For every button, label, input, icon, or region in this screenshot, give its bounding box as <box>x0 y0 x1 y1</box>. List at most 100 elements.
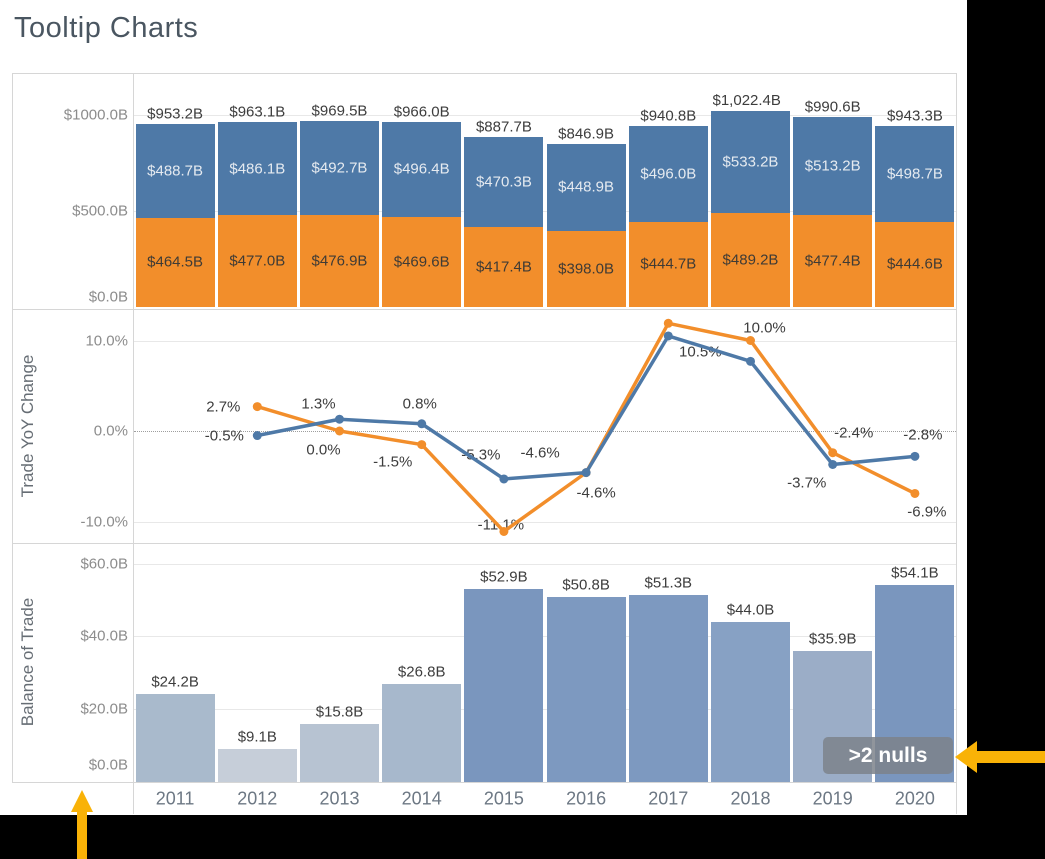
stacked-bar-total-label: $990.6B <box>804 98 861 116</box>
stacked-bar-total-label: $846.9B <box>558 125 615 143</box>
segment-value-label: $488.7B <box>147 162 204 180</box>
gridline <box>134 211 956 212</box>
bar-value-label: $24.2B <box>151 673 199 691</box>
stacked-bar-orange-segment[interactable] <box>711 213 790 307</box>
bar-value-label: $50.8B <box>562 576 610 594</box>
trade-balance-bar[interactable] <box>464 589 544 782</box>
y-tick-label: 10.0% <box>85 332 128 349</box>
stacked-bar-total-label: $963.1B <box>229 103 286 121</box>
segment-value-label: $448.9B <box>558 178 615 196</box>
x-tick-label: 2020 <box>894 788 935 809</box>
stacked-bar-orange-segment[interactable] <box>217 215 297 307</box>
y-tick-label: $20.0B <box>80 700 128 718</box>
stacked-bar-total-label: $943.3B <box>886 107 943 125</box>
segment-value-label: $444.6B <box>886 255 943 273</box>
trade-balance-bar[interactable] <box>628 595 708 782</box>
segment-value-label: $496.0B <box>640 165 697 183</box>
gridline <box>134 115 956 116</box>
arrow-pointing-up-at-axis <box>71 790 93 859</box>
y-tick-label: $60.0B <box>80 555 128 573</box>
bar-value-label: $35.9B <box>808 630 857 648</box>
stacked-bar-orange-segment[interactable] <box>546 230 626 307</box>
stacked-bar-blue-segment[interactable] <box>628 126 708 222</box>
stacked-bar-orange-segment[interactable] <box>135 217 215 307</box>
null-indicator-badge[interactable]: >2 nulls <box>823 737 953 774</box>
stacked-bar-orange-segment[interactable] <box>382 216 462 307</box>
trade-balance-bar[interactable] <box>217 748 297 782</box>
stacked-bar-blue-segment[interactable] <box>382 121 462 217</box>
point-value-label: -6.9% <box>907 503 947 521</box>
stacked-bar-blue-segment[interactable] <box>300 120 379 216</box>
row-divider-2 <box>12 543 957 544</box>
row-divider-1 <box>12 309 957 310</box>
panel-border-left <box>12 73 13 783</box>
bar-value-label: $44.0B <box>726 601 775 619</box>
point-value-label: -0.5% <box>204 427 244 445</box>
stacked-bar-total-label: $966.0B <box>393 103 450 121</box>
panel-border-top <box>12 73 957 74</box>
trade-balance-bar[interactable] <box>711 621 790 782</box>
y-tick-label: 0.0% <box>93 422 128 440</box>
segment-value-label: $496.4B <box>393 160 450 178</box>
bar-value-label: $9.1B <box>237 728 277 746</box>
segment-value-label: $477.4B <box>804 252 861 270</box>
bar-value-label: $51.3B <box>644 574 693 592</box>
stacked-bar-total-label: $887.7B <box>475 118 532 136</box>
panel-border-right <box>956 73 957 814</box>
stacked-bar-blue-segment[interactable] <box>217 122 297 216</box>
trade-balance-bar[interactable] <box>382 684 462 782</box>
segment-value-label: $470.3B <box>475 173 532 191</box>
stacked-bar-blue-segment[interactable] <box>546 144 626 231</box>
point-value-label: 2.7% <box>206 398 241 416</box>
stacked-bar-total-label: $969.5B <box>311 102 368 120</box>
x-tick-label: 2014 <box>401 788 442 809</box>
gridline <box>134 636 956 637</box>
segment-value-label: $477.0B <box>229 252 286 270</box>
stacked-bar-total-label: $940.8B <box>640 107 697 125</box>
stacked-bar-total-label: $1,022.4B <box>712 91 781 109</box>
page-title: Tooltip Charts <box>14 12 199 44</box>
x-tick-label: 2011 <box>155 788 195 809</box>
bar-value-label: $15.8B <box>315 703 364 721</box>
x-tick-label: 2012 <box>237 788 278 809</box>
x-tick-label: 2013 <box>319 788 360 809</box>
stacked-bar-orange-segment[interactable] <box>628 221 708 307</box>
stacked-bar-orange-segment[interactable] <box>875 221 955 307</box>
axis-divider-vertical <box>133 73 134 814</box>
x-tick-label: 2015 <box>483 788 524 809</box>
y-tick-label: $40.0B <box>80 627 128 645</box>
y-tick-label: $0.0B <box>88 288 128 306</box>
trade-balance-bar[interactable] <box>546 597 626 782</box>
bar-value-label: $54.1B <box>891 564 939 582</box>
stacked-bar-blue-segment[interactable] <box>875 125 955 222</box>
stacked-bar-blue-segment[interactable] <box>793 116 873 216</box>
segment-value-label: $464.5B <box>147 253 204 271</box>
arrow-pointing-left-at-null-badge <box>955 741 1045 773</box>
segment-value-label: $513.2B <box>804 157 861 175</box>
gridline <box>134 709 956 710</box>
x-tick-label: 2016 <box>566 788 607 809</box>
segment-value-label: $469.6B <box>393 253 450 271</box>
stacked-bar-orange-segment[interactable] <box>464 226 544 307</box>
stacked-bar-total-label: $953.2B <box>147 105 204 123</box>
stacked-bar-blue-segment[interactable] <box>711 110 790 214</box>
stacked-bar-blue-segment[interactable] <box>135 123 215 218</box>
stacked-bar-orange-segment[interactable] <box>300 215 379 307</box>
trade-balance-bar[interactable] <box>135 693 215 782</box>
y-tick-label: $500.0B <box>72 202 128 220</box>
segment-value-label: $444.7B <box>640 255 697 273</box>
trade-balance-bar[interactable] <box>300 724 379 782</box>
y-tick-label: $0.0B <box>88 756 128 774</box>
x-tick-label: 2019 <box>812 788 853 809</box>
y-tick-label: $1000.0B <box>63 106 128 124</box>
y-tick-label: -10.0% <box>80 513 128 530</box>
segment-value-label: $533.2B <box>722 153 779 171</box>
stacked-bar-orange-segment[interactable] <box>793 215 873 307</box>
x-axis-line <box>12 782 957 783</box>
stacked-bar-blue-segment[interactable] <box>464 136 544 227</box>
segment-value-label: $417.4B <box>475 258 532 276</box>
bar-value-label: $52.9B <box>480 568 528 586</box>
bar-value-label: $26.8B <box>397 663 446 681</box>
